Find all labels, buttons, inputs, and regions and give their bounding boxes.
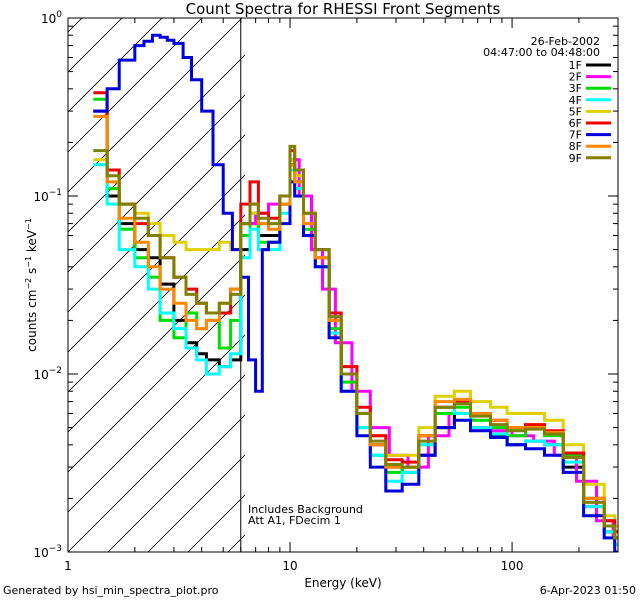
series-line-2F <box>240 158 618 540</box>
x-tick-label: 100 <box>501 559 524 573</box>
series-line-9F <box>93 144 618 540</box>
hatch-line <box>428 0 640 552</box>
x-tick-labels: 1 10 100 <box>64 559 523 573</box>
hatch-line <box>628 0 640 552</box>
hatch-line <box>348 0 640 552</box>
series-line-7F <box>93 33 618 552</box>
hatch-line <box>68 294 245 473</box>
hatch-line <box>468 0 640 552</box>
legend-label-7F: 7F <box>569 129 582 142</box>
legend-label-8F: 8F <box>569 140 582 153</box>
legend-label-3F: 3F <box>569 82 582 95</box>
hatch-line <box>68 214 245 393</box>
background-note: Includes Background <box>248 503 363 516</box>
hatch-line <box>68 18 163 113</box>
hatch-line <box>68 254 245 433</box>
legend-label-4F: 4F <box>569 94 582 107</box>
legend-label-6F: 6F <box>569 117 582 130</box>
date-label: 26-Feb-2002 <box>531 35 600 48</box>
series-line-1F <box>93 109 618 540</box>
series-line-3F <box>93 97 618 534</box>
plot-frame <box>67 17 619 553</box>
x-tick-label: 1 <box>64 559 72 573</box>
y-tick-label: 10−1 <box>33 188 62 204</box>
hatch-line <box>388 0 640 552</box>
series-line-8F <box>93 114 618 540</box>
y-tick-label: 10−3 <box>33 544 62 560</box>
legend-label-2F: 2F <box>569 71 582 84</box>
series-layer <box>93 33 618 552</box>
hatch-line <box>68 134 245 313</box>
y-tick-labels: 100 10−1 10−2 10−3 <box>33 10 62 560</box>
hatch-line <box>68 18 123 73</box>
hatch-line <box>68 18 203 153</box>
hatch-line <box>588 0 640 552</box>
x-axis-label: Energy (keV) <box>304 576 381 590</box>
y-axis-label: counts cm−2 s−1 keV−1 <box>24 218 39 352</box>
legend-label-9F: 9F <box>569 152 582 165</box>
footer-timestamp: 6-Apr-2023 01:50 <box>540 584 636 597</box>
series-line-5F <box>93 158 618 528</box>
hatch-line <box>308 0 640 552</box>
hatch-line <box>68 174 245 353</box>
hatch-line <box>68 18 243 193</box>
hatched-region <box>0 0 640 552</box>
hatch-line <box>68 334 245 513</box>
y-tick-label: 10−2 <box>33 366 62 382</box>
hatch-line <box>107 414 245 552</box>
hatch-line <box>0 0 108 552</box>
y-tick-label: 100 <box>41 10 62 26</box>
time-range-label: 04:47:00 to 04:48:00 <box>483 46 600 59</box>
legend-label-5F: 5F <box>569 105 582 118</box>
hatch-line <box>68 94 245 273</box>
axis-ticks <box>67 17 619 553</box>
attenuator-note: Att A1, FDecim 1 <box>248 514 341 527</box>
hatch-line <box>68 18 83 33</box>
chart-title: Count Spectra for RHESSI Front Segments <box>186 0 501 18</box>
footer-generated-by: Generated by hsi_min_spectra_plot.pro <box>3 584 219 597</box>
hatch-line <box>147 454 245 552</box>
legend-label-1F: 1F <box>569 59 582 72</box>
hatch-line <box>68 374 245 552</box>
x-tick-label: 10 <box>282 559 297 573</box>
